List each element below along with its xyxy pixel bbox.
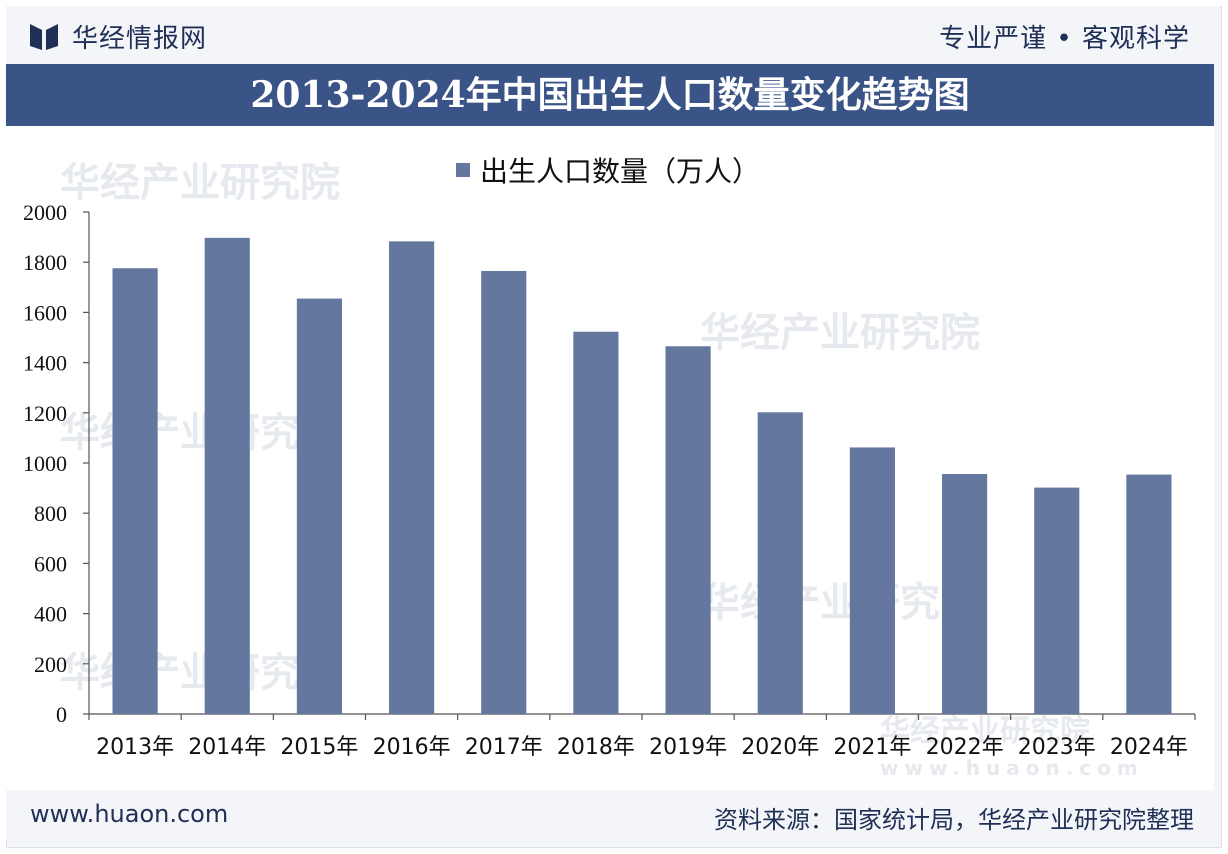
x-tick-label: 2023年: [1018, 735, 1096, 760]
x-tick-label: 2017年: [465, 735, 543, 760]
bar: [757, 412, 803, 714]
x-tick-label: 2016年: [373, 735, 451, 760]
x-tick-label: 2019年: [649, 735, 727, 760]
x-tick-label: 2013年: [96, 735, 174, 760]
title-bar: 2013-2024年中国出生人口数量变化趋势图: [6, 64, 1214, 126]
bar: [204, 237, 250, 714]
legend-label: 出生人口数量（万人）: [480, 155, 761, 188]
x-tick-label: 2020年: [741, 735, 819, 760]
y-tick-label: 1800: [23, 250, 67, 275]
legend-swatch: [456, 163, 470, 177]
x-tick-label: 2015年: [280, 735, 358, 760]
bar: [1034, 487, 1080, 714]
y-tick-label: 0: [56, 702, 67, 727]
y-tick-label: 1000: [23, 451, 67, 476]
x-tick-label: 2014年: [188, 735, 266, 760]
bar: [942, 474, 988, 714]
x-tick-label: 2022年: [926, 735, 1004, 760]
bar: [389, 241, 435, 714]
bar: [1126, 474, 1172, 714]
x-tick-label: 2024年: [1110, 735, 1188, 760]
x-tick-label: 2021年: [833, 735, 911, 760]
bar: [573, 331, 619, 714]
footer-bar: [6, 790, 1220, 840]
legend: 出生人口数量（万人）: [456, 150, 760, 190]
y-tick-label: 1200: [23, 401, 67, 426]
y-tick-label: 800: [34, 501, 67, 526]
y-tick-label: 400: [34, 602, 67, 627]
source-note: 资料来源：国家统计局，华经产业研究院整理: [714, 806, 1194, 834]
bar: [849, 447, 895, 714]
x-tick-label: 2018年: [557, 735, 635, 760]
bar: [296, 298, 342, 714]
logo-icon: [30, 24, 58, 50]
brand-name: 华经情报网: [72, 24, 208, 54]
y-tick-label: 600: [34, 551, 67, 576]
chart-title: 2013-2024年中国出生人口数量变化趋势图: [250, 74, 970, 116]
website-link[interactable]: www.huaon.com: [30, 800, 229, 828]
header-bar: [6, 6, 1220, 64]
y-tick-label: 1600: [23, 300, 67, 325]
y-tick-label: 2000: [23, 200, 67, 225]
y-tick-label: 1400: [23, 351, 67, 376]
bar: [112, 268, 158, 714]
bar: [665, 346, 711, 714]
bar: [481, 270, 527, 714]
y-tick-label: 200: [34, 652, 67, 677]
slogan: 专业严谨 • 客观科学: [939, 24, 1190, 54]
